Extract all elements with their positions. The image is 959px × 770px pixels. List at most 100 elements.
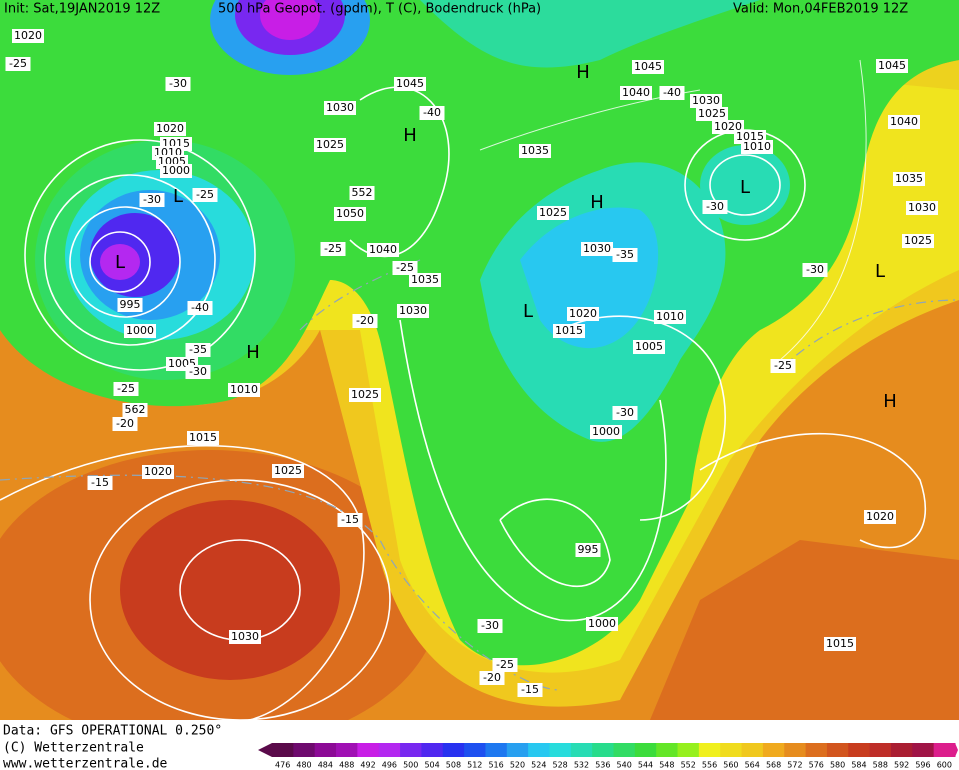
label-box (397, 304, 429, 318)
colorbar-cell (378, 743, 401, 757)
contour-label: 1035 (895, 172, 923, 185)
pressure-center: H (246, 342, 260, 363)
contour-label: 1025 (539, 206, 567, 219)
label-box (632, 60, 664, 74)
label-box (654, 310, 686, 324)
colorbar-cell (506, 743, 529, 757)
label-box (888, 115, 920, 129)
label-box (620, 86, 652, 100)
contour-label: -30 (143, 193, 161, 206)
contour-label: 1025 (316, 138, 344, 151)
label-box (876, 59, 908, 73)
colorbar-cell (357, 743, 380, 757)
contour-label: 1020 (14, 29, 42, 42)
contour-label: 1035 (411, 273, 439, 286)
pressure-center: L (875, 261, 885, 282)
contour-label: -30 (616, 406, 634, 419)
colorbar-arrow-left (258, 743, 272, 757)
contour-label: -25 (774, 359, 792, 372)
contour-label: -20 (356, 314, 374, 327)
contour-label: 1040 (890, 115, 918, 128)
label-box (185, 365, 211, 379)
contour-label: 552 (352, 186, 373, 199)
contour-label: -25 (117, 382, 135, 395)
label-box (122, 403, 148, 417)
colorbar-tick-label: 560 (723, 761, 738, 770)
contour-label: 1005 (635, 340, 663, 353)
colorbar-tick-label: 536 (595, 761, 610, 770)
label-box (117, 298, 143, 312)
label-box (272, 464, 304, 478)
label-box (409, 273, 441, 287)
label-box (690, 94, 722, 108)
pressure-center: L (115, 252, 125, 273)
colorbar-cell (634, 743, 657, 757)
colorbar-tick-label: 516 (488, 761, 503, 770)
label-box (659, 86, 685, 100)
label-box (824, 637, 856, 651)
contour-label: -30 (189, 365, 207, 378)
label-box (517, 683, 543, 697)
label-box (154, 122, 186, 136)
contour-label: -15 (91, 476, 109, 489)
colorbar-cell (677, 743, 700, 757)
label-box (165, 77, 191, 91)
contour-label: -25 (196, 188, 214, 201)
colorbar-cell (314, 743, 337, 757)
label-box (187, 431, 219, 445)
colorbar-cell (784, 743, 807, 757)
contour-label: 1025 (351, 388, 379, 401)
label-box (477, 619, 503, 633)
label-box (553, 324, 585, 338)
label-box (124, 324, 156, 338)
colorbar-cell (442, 743, 465, 757)
label-box (492, 658, 518, 672)
copyright: (C) Wetterzentrale (3, 741, 144, 756)
colorbar-cell (570, 743, 593, 757)
label-box (537, 206, 569, 220)
label-box (586, 617, 618, 631)
colorbar-cell (549, 743, 572, 757)
pressure-center: H (883, 391, 897, 412)
pressure-center: L (523, 301, 533, 322)
colorbar-tick-label: 544 (638, 761, 653, 770)
label-box (893, 172, 925, 186)
colorbar-tick-label: 592 (894, 761, 909, 770)
contour-label: 1045 (878, 59, 906, 72)
label-box (367, 243, 399, 257)
label-box (334, 207, 366, 221)
contour-label: -30 (706, 200, 724, 213)
label-box (314, 138, 346, 152)
colorbar-cell (293, 743, 316, 757)
map-title: 500 hPa Geopot. (gpdm), T (C), Bodendruc… (218, 2, 541, 17)
contour-label: 1000 (162, 164, 190, 177)
colorbar-tick-label: 520 (510, 761, 525, 770)
contour-label: 1020 (156, 122, 184, 135)
contour-label: 1050 (336, 207, 364, 220)
contour-label: -35 (616, 248, 634, 261)
label-box (185, 343, 211, 357)
colorbar-cell (613, 743, 636, 757)
valid-time: Valid: Mon,04FEB2019 12Z (733, 2, 908, 17)
colorbar-cell (826, 743, 849, 757)
colorbar-cell (528, 743, 550, 757)
contour-label: 1015 (736, 130, 764, 143)
contour-label: 1025 (274, 464, 302, 477)
contour-label: 1015 (826, 637, 854, 650)
label-box (349, 388, 381, 402)
contour-label: 1030 (692, 94, 720, 107)
contour-label: 1020 (866, 510, 894, 523)
contour-label: 1025 (698, 107, 726, 120)
colorbar-cell (400, 743, 422, 757)
colorbar-cell (464, 743, 486, 757)
label-box (394, 77, 426, 91)
label-box (702, 200, 728, 214)
colorbar-cell (485, 743, 508, 757)
colorbar-tick-label: 576 (809, 761, 824, 770)
colorbar-arrow-right (955, 743, 958, 757)
contour-label: 995 (120, 298, 141, 311)
label-box (87, 476, 113, 490)
label-box (192, 188, 218, 202)
